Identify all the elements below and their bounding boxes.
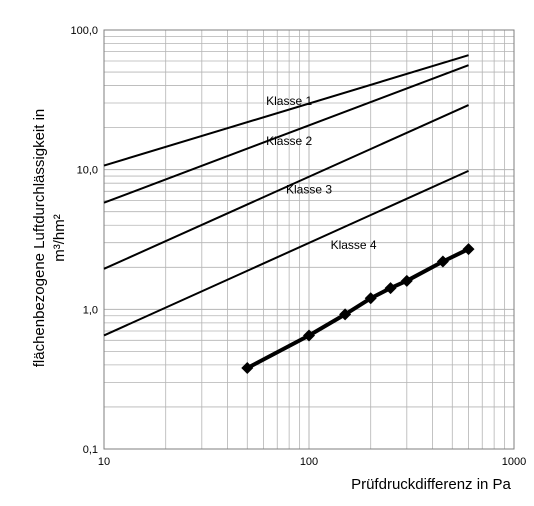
x-tick-label: 10 [98, 456, 110, 468]
class-label: Klasse 3 [286, 183, 332, 197]
data-point-marker [400, 274, 413, 287]
x-tick-label: 100 [300, 456, 318, 468]
data-point-marker [436, 255, 449, 268]
y-axis-title-unit: m³/hm² [51, 214, 68, 262]
data-point-marker [364, 292, 377, 305]
labels: Klasse 1 Klasse 2 Klasse 3 Klasse 4 [266, 94, 377, 252]
class-line [103, 104, 469, 270]
y-axis-title: flächenbezogene Luftdurchlässigkeit in [31, 109, 48, 368]
axes: 10 100 1000 0,1 1,0 10,0 100,0 [70, 25, 526, 468]
class-line [103, 169, 469, 337]
data-point-marker [303, 329, 315, 342]
x-axis-title: Prüfdruckdifferenz in Pa [351, 476, 511, 493]
measured-line [246, 247, 470, 370]
data-point-marker [241, 362, 254, 375]
y-tick-label: 0,1 [83, 444, 98, 456]
class-label: Klasse 1 [266, 94, 312, 108]
y-tick-label: 100,0 [70, 25, 98, 37]
class-line [103, 64, 469, 204]
plot-border [103, 29, 515, 450]
data-point-marker [384, 282, 397, 295]
x-tick-label: 1000 [502, 456, 526, 468]
class-label: Klasse 4 [331, 238, 377, 252]
y-tick-label: 10,0 [77, 165, 98, 177]
class-lines [103, 54, 469, 337]
measured-series [241, 243, 475, 375]
class-label: Klasse 2 [266, 134, 312, 148]
data-point-marker [462, 243, 475, 256]
y-tick-label: 1,0 [83, 304, 98, 316]
grid [104, 30, 514, 449]
data-point-marker [339, 308, 352, 321]
class-line [103, 54, 469, 167]
